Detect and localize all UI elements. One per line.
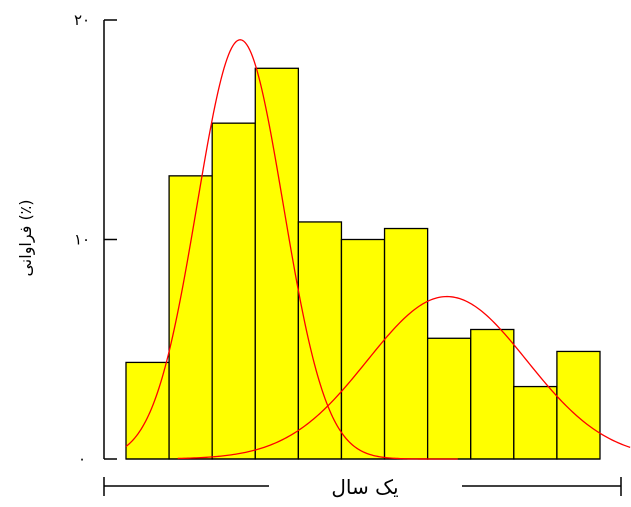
y-ticks-group: ۰ ۱۰ ۲۰ [74,11,117,468]
normal-curve [177,295,631,460]
histogram-bar [340,238,386,460]
x-axis-label: یک سال [331,475,398,499]
y-axis-label: فراوانی (٪) [16,199,36,276]
y-tick-label: ۲۰ [74,11,90,29]
curves-group [125,39,631,460]
histogram-bar [168,175,213,460]
bars-group [125,67,601,460]
y-tick-label: ۱۰ [74,231,90,249]
normal-curve [125,39,458,460]
histogram-bar [211,122,256,460]
histogram-bar [470,328,515,460]
histogram-bar [513,385,558,460]
histogram-bar [254,67,300,460]
histogram-bar [297,221,343,460]
histogram-bar [426,337,472,460]
y-tick-label: ۰ [78,450,86,468]
histogram-bar [556,350,601,460]
histogram-bar [383,227,429,460]
